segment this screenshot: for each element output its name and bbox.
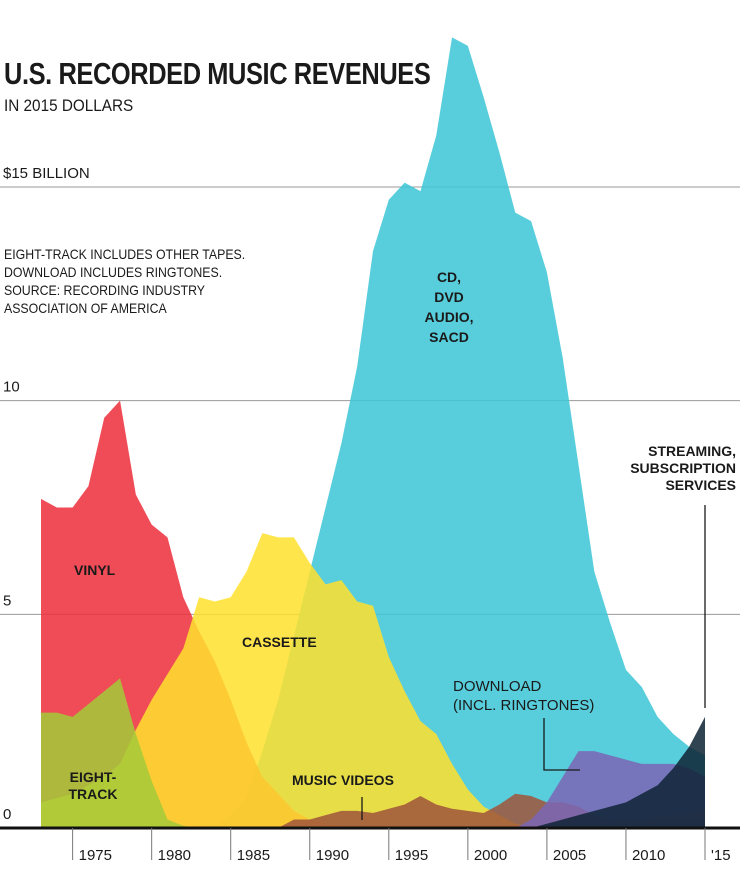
areas: [41, 37, 705, 829]
axis: 1975 1980 1985 1990 1995 2000 2005 2010 '15: [0, 826, 740, 864]
series-label: EIGHT- TRACK: [68, 769, 118, 802]
series-label: VINYL: [74, 562, 116, 578]
series-label: CD, DVD AUDIO, SACD: [424, 269, 474, 345]
area: [41, 533, 705, 828]
x-tick-label: 1980: [158, 847, 191, 864]
x-tick-label: 1975: [79, 847, 112, 864]
x-tick-label: 1995: [395, 847, 428, 864]
area: [41, 678, 705, 828]
x-tick-label: 1985: [237, 847, 270, 864]
chart-title: U.S. RECORDED MUSIC REVENUES: [4, 56, 431, 91]
series-label: STREAMING, SUBSCRIPTION SERVICES: [630, 443, 736, 493]
x-tick-label: 2010: [632, 847, 665, 864]
series-label: DOWNLOAD (INCL. RINGTONES): [453, 678, 595, 714]
leader-lines: [361, 505, 706, 820]
leader-line: [543, 718, 580, 771]
x-tick-label: '15: [711, 847, 731, 864]
y-tick-label: $15 BILLION: [3, 165, 90, 182]
area: [41, 37, 705, 829]
y-tick-label: 0: [3, 806, 11, 823]
source-note: EIGHT-TRACK INCLUDES OTHER TAPES. DOWNLO…: [4, 246, 246, 316]
x-tick-label: 2000: [474, 847, 507, 864]
y-tick-label: 10: [3, 379, 20, 396]
y-tick-label: 5: [3, 592, 11, 609]
chart-subtitle: IN 2015 DOLLARS: [4, 96, 134, 115]
series-label: CASSETTE: [242, 634, 317, 650]
series-label: MUSIC VIDEOS: [292, 772, 394, 788]
x-tick-label: 2005: [553, 847, 586, 864]
area: [41, 716, 705, 828]
x-tick-label: 1990: [316, 847, 349, 864]
